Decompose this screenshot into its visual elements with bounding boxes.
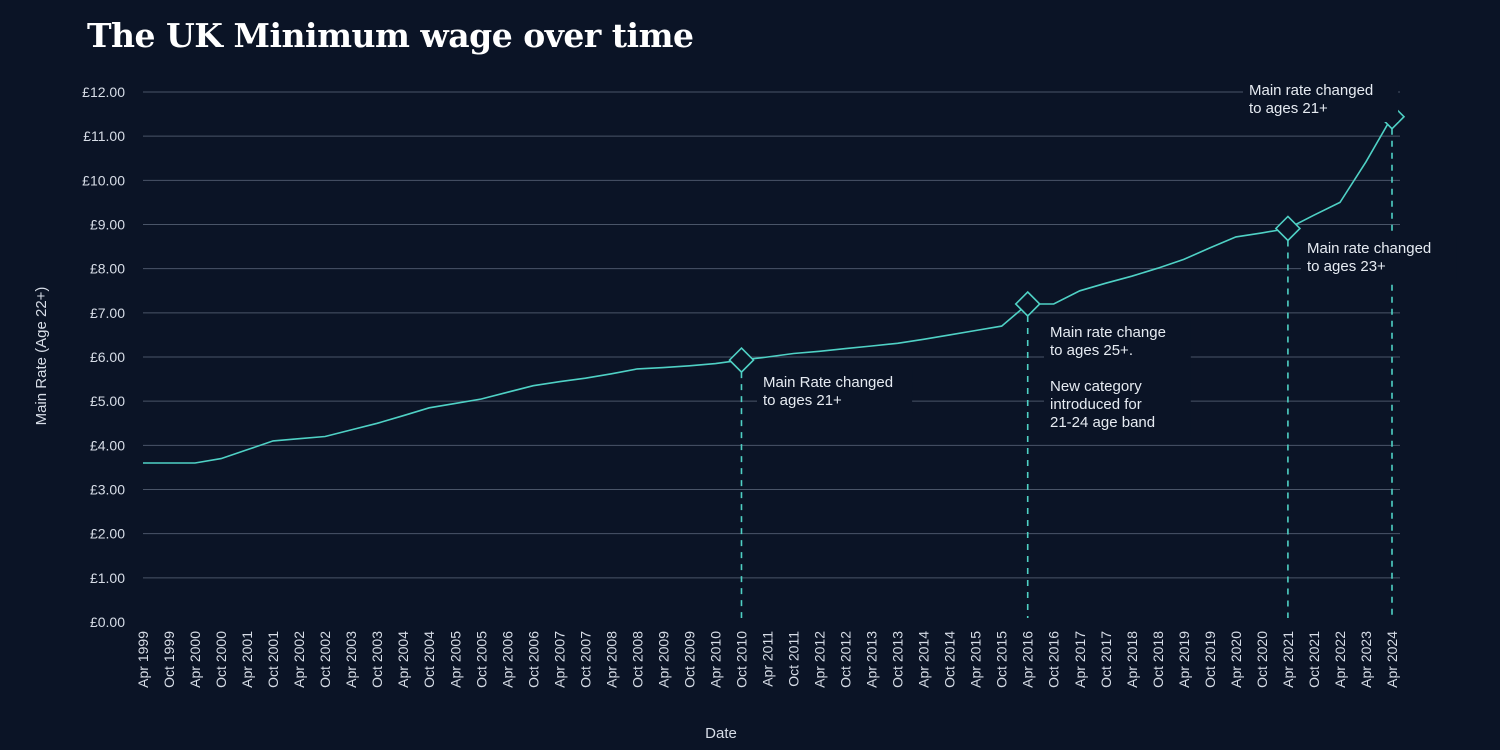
y-tick-label: £8.00 [90, 261, 125, 277]
annotation-background [757, 370, 913, 414]
x-tick-label: Apr 2017 [1072, 631, 1088, 688]
x-tick-label: Oct 2005 [473, 631, 489, 688]
y-axis-label: Main Rate (Age 22+) [33, 287, 50, 426]
x-tick-label: Oct 2003 [369, 631, 385, 688]
x-tick-label: Apr 2016 [1020, 631, 1036, 688]
x-tick-label: Apr 2000 [187, 631, 203, 688]
annotation-text: to ages 21+ [763, 392, 842, 409]
y-tick-label: £11.00 [83, 128, 125, 144]
annotation-text: to ages 21+ [1249, 100, 1328, 117]
annotation-text: Main Rate changed [763, 374, 893, 391]
y-tick-label: £2.00 [90, 526, 125, 542]
y-tick-label: £10.00 [82, 172, 125, 188]
y-tick-label: £5.00 [90, 393, 125, 409]
x-tick-label: Apr 2023 [1358, 631, 1374, 688]
x-tick-label: Oct 2002 [317, 631, 333, 688]
annotation-text: Main rate changed [1249, 82, 1373, 99]
x-tick-label: Oct 2017 [1098, 631, 1114, 688]
x-tick-label: Apr 2018 [1124, 631, 1140, 688]
x-tick-label: Apr 2019 [1176, 631, 1192, 688]
x-tick-label: Oct 2001 [265, 631, 281, 688]
series-line [143, 116, 1393, 464]
x-tick-label: Oct 2020 [1254, 631, 1270, 688]
x-tick-label: Apr 2008 [603, 631, 619, 688]
x-tick-label: Oct 2012 [838, 631, 854, 688]
annotation-text: Main rate change [1050, 324, 1166, 341]
x-tick-label: Apr 2009 [655, 631, 671, 688]
x-tick-label: Oct 2006 [525, 631, 541, 688]
annotation-text: introduced for [1050, 396, 1142, 413]
y-tick-label: £3.00 [90, 482, 125, 498]
x-tick-label: Apr 2020 [1228, 631, 1244, 688]
x-tick-label: Apr 2011 [760, 631, 776, 687]
x-tick-label: Oct 2009 [681, 631, 697, 688]
annotation-text: Main rate changed [1307, 240, 1431, 257]
x-tick-label: Oct 2000 [213, 631, 229, 688]
x-tick-label: Oct 2010 [733, 631, 749, 688]
y-tick-label: £12.00 [82, 84, 125, 100]
y-tick-label: £7.00 [90, 305, 125, 321]
x-tick-label: Oct 2016 [1046, 631, 1062, 688]
y-tick-label: £6.00 [90, 349, 125, 365]
y-tick-label: £9.00 [90, 217, 125, 233]
x-tick-label: Oct 2008 [629, 631, 645, 688]
annotation-drop-lines [740, 128, 1393, 618]
y-axis-ticks: £0.00 £1.00 £2.00 £3.00 £4.00 £5.00 £6.00 £7.00… [82, 84, 125, 630]
y-tick-label: £4.00 [90, 437, 125, 453]
x-tick-label: Oct 2011 [786, 631, 802, 687]
x-tick-label: Apr 2021 [1280, 631, 1296, 688]
annotation-text: 21-24 age band [1050, 414, 1155, 431]
series [143, 116, 1393, 464]
x-tick-label: Apr 2010 [707, 631, 723, 688]
x-tick-label: Apr 2014 [916, 631, 932, 688]
x-tick-label: Apr 2004 [395, 631, 411, 688]
annotation-marker [1014, 290, 1041, 318]
x-tick-label: Apr 2024 [1384, 631, 1400, 688]
x-tick-label: Oct 2004 [421, 631, 437, 688]
annotation-marker [728, 346, 755, 374]
annotation-marker [1274, 215, 1302, 242]
x-tick-label: Apr 2022 [1332, 631, 1348, 688]
x-tick-label: Apr 2015 [968, 631, 984, 688]
annotation-text: to ages 25+. [1050, 342, 1133, 359]
y-tick-label: £0.00 [90, 614, 125, 630]
x-tick-label: Apr 2003 [343, 631, 359, 688]
x-tick-label: Oct 2007 [577, 631, 593, 688]
x-tick-label: Oct 2015 [994, 631, 1010, 688]
x-tick-label: Apr 2002 [291, 631, 307, 688]
chart-title: The UK Minimum wage over time [87, 16, 694, 55]
x-tick-label: Apr 1999 [135, 631, 151, 688]
y-tick-label: £1.00 [90, 570, 125, 586]
annotation-background [1044, 320, 1191, 436]
x-tick-label: Apr 2007 [551, 631, 567, 688]
annotation-text: to ages 23+ [1307, 258, 1386, 275]
x-tick-label: Apr 2012 [812, 631, 828, 688]
x-tick-label: Oct 2018 [1150, 631, 1166, 688]
x-tick-label: Oct 2014 [942, 631, 958, 688]
gridlines [143, 91, 1400, 579]
x-tick-label: Apr 2001 [239, 631, 255, 688]
x-tick-label: Oct 2013 [890, 631, 906, 688]
x-tick-label: Oct 2019 [1202, 631, 1218, 688]
annotation-text: New category [1050, 378, 1142, 395]
x-axis-ticks: Apr 1999 Oct 1999 Apr 2000 Oct 2000 Apr 2001… [135, 631, 1400, 688]
x-axis-label: Date [705, 725, 737, 742]
x-tick-label: Oct 1999 [161, 631, 177, 688]
annotation-background [1243, 78, 1399, 122]
x-tick-label: Apr 2013 [864, 631, 880, 688]
x-tick-label: Apr 2005 [447, 631, 463, 688]
annotation-background [1301, 236, 1457, 280]
x-tick-label: Oct 2021 [1306, 631, 1322, 688]
x-tick-label: Apr 2006 [499, 631, 515, 688]
